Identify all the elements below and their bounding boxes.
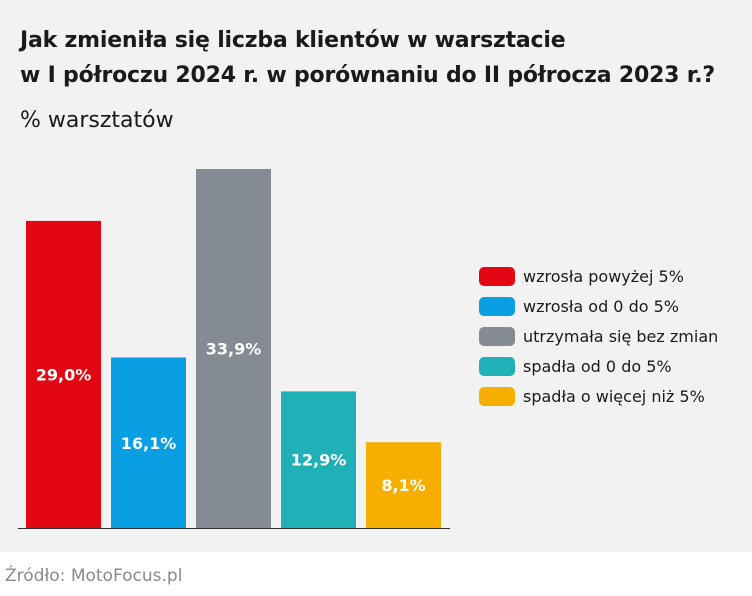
bar-chart: 29,0% 16,1% 33,9% 12,9% 8,1% [18,169,450,529]
bar-value-label: 29,0% [36,365,92,384]
bar [366,442,441,528]
bar [281,391,356,528]
legend-label: spadła od 0 do 5% [523,357,672,376]
bar [111,357,186,528]
bar [26,220,101,528]
chart-title: Jak zmieniła się liczba klientów w warsz… [20,23,745,93]
legend-item: wzrosła od 0 do 5% [479,297,718,316]
bar-value-label: 33,9% [206,340,262,359]
legend-swatch [479,387,515,406]
bar-value-label: 8,1% [381,476,425,495]
legend-label: utrzymała się bez zmian [523,327,719,346]
legend-label: wzrosła od 0 do 5% [523,297,679,316]
legend-swatch [479,327,515,346]
chart-title-line-2: w I półroczu 2024 r. w porównaniu do II … [20,63,715,88]
legend: wzrosła powyżej 5% wzrosła od 0 do 5% ut… [479,267,718,417]
legend-item: utrzymała się bez zmian [479,327,718,346]
source-note: Źródło: MotoFocus.pl [5,566,183,586]
legend-item: spadła o więcej niż 5% [479,387,718,406]
bar-value-label: 16,1% [121,434,177,453]
chart-title-line-1: Jak zmieniła się liczba klientów w warsz… [20,28,566,53]
legend-swatch [479,357,515,376]
legend-item: wzrosła powyżej 5% [479,267,718,286]
bar-value-label: 12,9% [291,451,347,470]
legend-swatch [479,267,515,286]
legend-label: spadła o więcej niż 5% [523,387,705,406]
legend-swatch [479,297,515,316]
bar [196,169,271,528]
legend-item: spadła od 0 do 5% [479,357,718,376]
legend-label: wzrosła powyżej 5% [523,267,684,286]
chart-subtitle: % warsztatów [20,108,174,133]
